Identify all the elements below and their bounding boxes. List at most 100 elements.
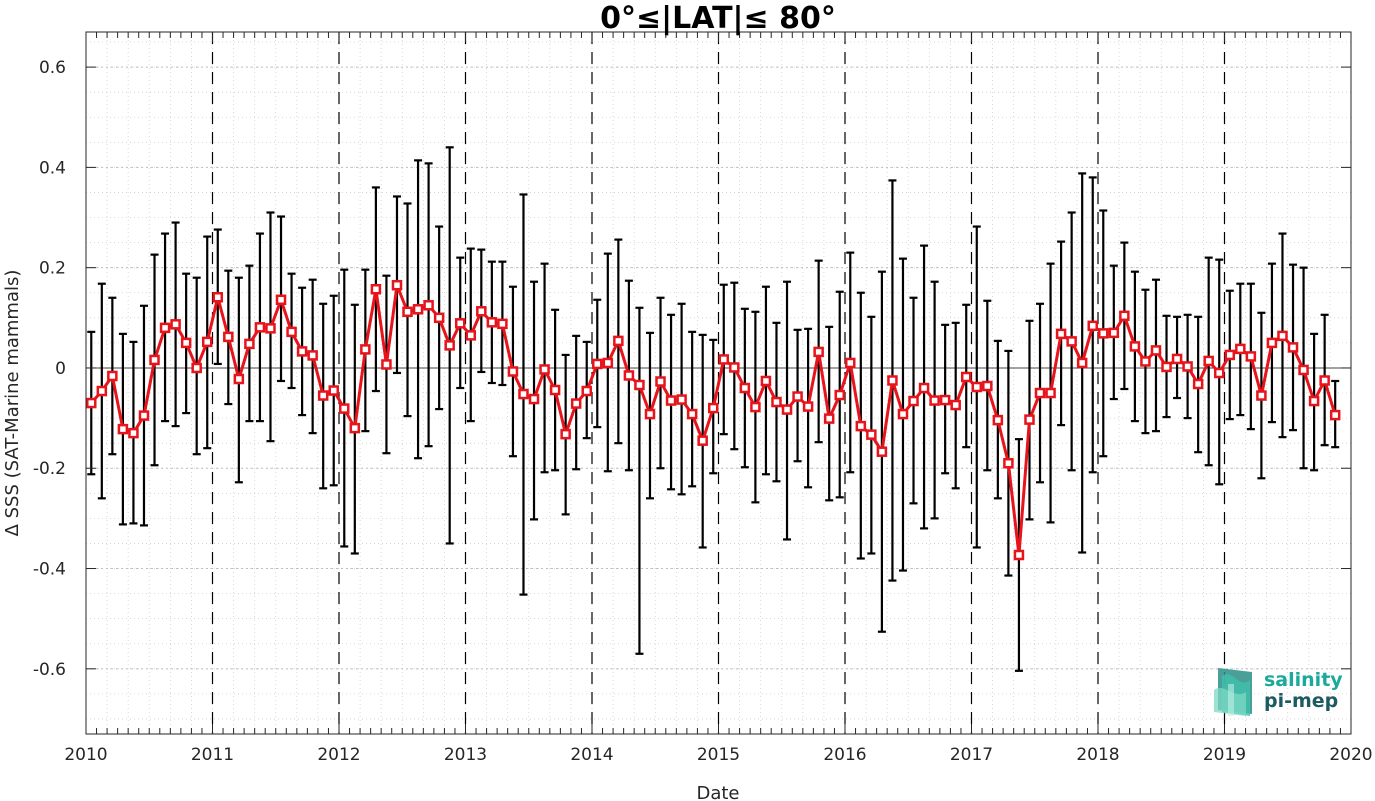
data-point-marker: [1161, 361, 1172, 373]
data-point-marker: [581, 385, 592, 397]
data-point-marker: [686, 408, 698, 420]
data-point-marker: [718, 354, 730, 365]
data-point-marker: [212, 292, 224, 303]
x-tick-label: 2010: [64, 745, 107, 765]
data-point-marker: [1150, 345, 1162, 356]
data-point-marker: [1319, 375, 1330, 386]
y-tick-label: 0.2: [39, 259, 66, 279]
y-tick-label: 0.6: [39, 58, 66, 78]
data-point-marker: [412, 304, 424, 315]
data-point-marker: [507, 366, 519, 377]
data-point-marker: [1277, 330, 1288, 342]
data-point-marker: [138, 410, 150, 421]
data-point-marker: [223, 331, 234, 343]
data-point-marker: [1045, 387, 1056, 399]
data-point-marker: [729, 362, 740, 373]
data-point-marker: [929, 395, 940, 406]
data-point-marker: [771, 396, 782, 408]
data-point-marker: [655, 376, 666, 387]
x-tick-label: 2015: [697, 745, 740, 765]
logo-text-salinity: salinity: [1264, 669, 1343, 691]
y-tick-label: 0.4: [39, 158, 66, 178]
data-point-marker: [180, 337, 192, 349]
data-point-marker: [201, 336, 213, 348]
data-point-marker: [1171, 353, 1183, 365]
data-point-marker: [813, 346, 824, 358]
data-point-marker: [613, 335, 624, 347]
x-tick-label: 2020: [1329, 745, 1372, 765]
y-tick-label: -0.2: [33, 459, 66, 479]
data-point-marker: [149, 354, 160, 366]
data-point-marker: [992, 414, 1004, 426]
data-point-marker: [159, 322, 171, 334]
data-point-marker: [1087, 320, 1098, 332]
data-point-marker: [855, 420, 867, 432]
data-point-marker: [117, 423, 129, 435]
data-point-marker: [1098, 328, 1109, 339]
y-axis-title: Δ SSS (SAT-Marine mammals): [2, 270, 23, 537]
data-point-marker: [402, 306, 413, 318]
data-point-marker: [128, 427, 139, 439]
data-point-marker: [1287, 342, 1299, 353]
data-point-marker: [549, 384, 561, 396]
data-point-marker: [1182, 361, 1193, 372]
data-point-marker: [96, 385, 108, 397]
data-point-marker: [539, 364, 550, 375]
data-point-marker: [592, 358, 603, 370]
data-point-marker: [1266, 337, 1278, 349]
data-point-marker: [1003, 457, 1014, 469]
data-point-marker: [317, 390, 329, 401]
data-point-marker: [1034, 387, 1046, 399]
axis-ticks: [85, 32, 1352, 734]
salinity-pi-mep-logo: salinity pi-mep: [1214, 668, 1343, 716]
data-point-marker: [391, 279, 403, 291]
data-point-marker: [665, 395, 677, 406]
y-tick-labels: 0.6 0.4 0.2 0 -0.2 -0.4 -0.6: [33, 58, 66, 680]
x-axis-title: Date: [696, 783, 739, 801]
data-point-marker: [570, 398, 582, 409]
data-point-marker: [328, 385, 339, 396]
data-point-marker: [1245, 351, 1257, 362]
data-point-marker: [170, 319, 181, 330]
data-point-marker: [1055, 328, 1067, 340]
data-point-marker: [750, 401, 761, 413]
data-point-marker: [1119, 310, 1130, 322]
data-point-marker: [623, 370, 635, 381]
data-point-marker: [1235, 343, 1246, 355]
data-point-marker: [454, 318, 466, 329]
data-point-marker: [275, 294, 287, 306]
data-point-marker: [823, 413, 835, 424]
data-point-marker: [1076, 357, 1088, 369]
data-point-marker: [908, 395, 919, 407]
data-point-marker: [939, 394, 951, 406]
data-point-marker: [1224, 349, 1236, 361]
data-point-marker: [697, 435, 708, 446]
data-point-marker: [1013, 549, 1025, 561]
data-point-marker: [760, 375, 772, 387]
data-point-marker: [244, 338, 255, 350]
data-point-marker: [296, 346, 308, 357]
data-point-marker: [1140, 356, 1151, 367]
data-point-marker: [444, 340, 455, 351]
data-point-marker: [845, 357, 856, 369]
data-point-marker: [86, 397, 97, 409]
chart-title: 0°≤|LAT|≤ 80°: [600, 1, 836, 36]
x-tick-label: 2017: [950, 745, 993, 765]
data-point-marker: [834, 389, 845, 401]
data-point-marker: [1129, 341, 1141, 352]
data-point-marker: [918, 382, 930, 394]
data-point-marker: [897, 408, 909, 420]
data-point-marker: [381, 359, 392, 370]
data-point-marker: [265, 323, 276, 334]
data-point-marker: [518, 388, 529, 400]
x-tick-label: 2013: [444, 745, 487, 765]
data-point-marker: [370, 283, 382, 295]
data-point-marker: [1066, 336, 1077, 347]
data-point-marker: [233, 373, 245, 385]
data-point-marker: [1329, 409, 1341, 421]
data-point-marker: [528, 393, 540, 405]
data-point-marker: [1108, 327, 1120, 339]
data-point-marker: [960, 371, 972, 383]
data-point-marker: [1192, 378, 1204, 390]
